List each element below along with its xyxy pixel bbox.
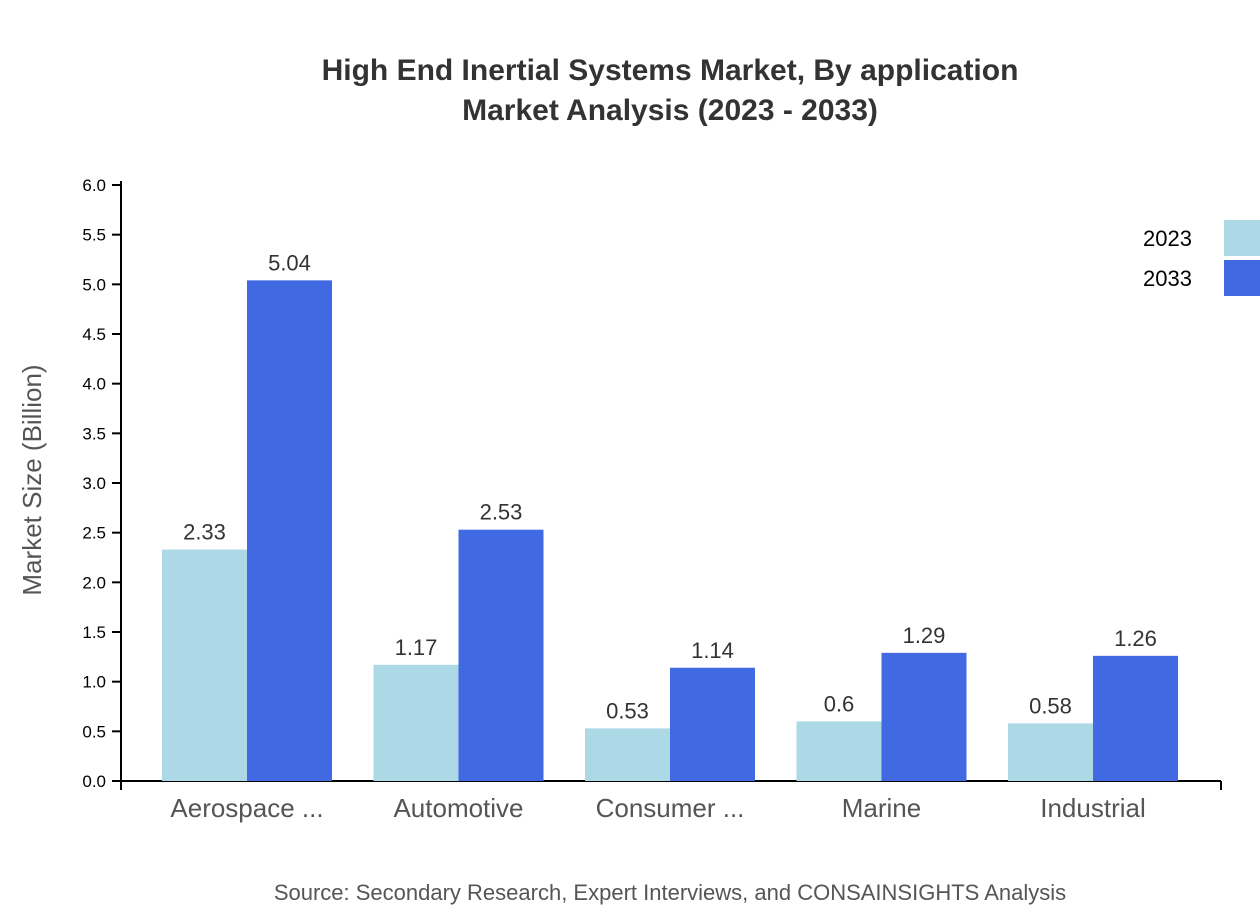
y-tick-label: 2.0 [82, 573, 106, 592]
y-tick-label: 0.5 [82, 722, 106, 741]
data-label: 5.04 [268, 250, 311, 275]
y-tick-label: 1.5 [82, 623, 106, 642]
legend-swatch-2033 [1224, 260, 1260, 296]
chart-title: High End Inertial Systems Market, By app… [322, 54, 1019, 87]
bar-2033 [1093, 655, 1178, 781]
bar-2023 [1008, 723, 1093, 781]
data-label: 2.33 [183, 520, 226, 545]
data-label: 1.17 [395, 635, 438, 660]
x-tick-label: Automotive [393, 793, 523, 823]
y-tick-label: 5.5 [82, 226, 106, 245]
data-label: 1.29 [903, 623, 946, 648]
y-tick-label: 3.0 [82, 474, 106, 493]
source-note: Source: Secondary Research, Expert Inter… [274, 880, 1066, 905]
x-tick-label: Consumer ... [596, 793, 745, 823]
y-tick-label: 6.0 [82, 176, 106, 195]
bar-2023 [585, 728, 670, 781]
bar-2023 [796, 721, 882, 781]
bar-2033 [881, 652, 967, 781]
legend-label: 2033 [1143, 266, 1192, 291]
data-label: 1.26 [1114, 626, 1157, 651]
y-tick-label: 2.5 [82, 524, 106, 543]
y-tick-label: 4.0 [82, 375, 106, 394]
x-tick-label: Aerospace ... [170, 793, 323, 823]
legend-swatch-2023 [1224, 220, 1260, 256]
data-label: 0.6 [824, 691, 855, 716]
data-label: 0.58 [1029, 693, 1072, 718]
data-label: 2.53 [480, 500, 523, 525]
y-axis-label: Market Size (Billion) [17, 364, 47, 595]
bar-2033 [670, 667, 755, 781]
data-label: 1.14 [691, 638, 734, 663]
bar-2023 [373, 664, 459, 781]
bar-2023 [162, 549, 247, 781]
y-tick-label: 3.5 [82, 424, 106, 443]
y-tick-label: 4.5 [82, 325, 106, 344]
chart-subtitle: Market Analysis (2023 - 2033) [462, 94, 878, 127]
bar-2033 [247, 280, 332, 781]
x-tick-label: Industrial [1040, 793, 1146, 823]
data-label: 0.53 [606, 698, 649, 723]
y-tick-label: 1.0 [82, 673, 106, 692]
x-tick-label: Marine [842, 793, 921, 823]
y-tick-label: 5.0 [82, 275, 106, 294]
y-tick-label: 0.0 [82, 772, 106, 791]
legend-label: 2023 [1143, 226, 1192, 251]
bar-2033 [458, 529, 544, 781]
